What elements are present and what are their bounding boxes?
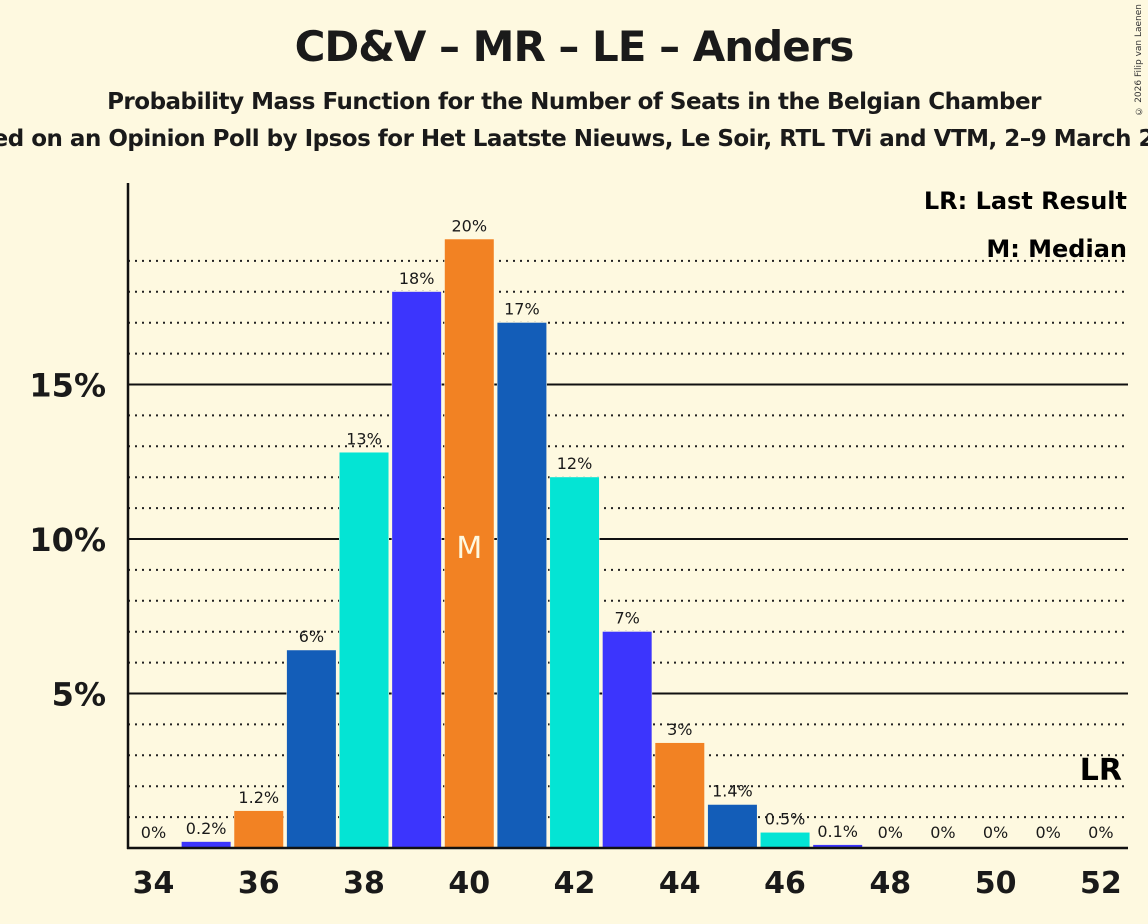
bar-value-label: 0.2% (186, 819, 227, 838)
bar-value-label: 18% (399, 269, 435, 288)
x-axis-labels: 34 36 38 40 42 44 46 48 50 52 (133, 866, 1122, 901)
x-tick-label: 48 (869, 866, 911, 901)
bar-value-label: 0.1% (817, 822, 858, 841)
bar-value-label: 17% (504, 300, 540, 319)
y-tick-label: 15% (29, 367, 106, 405)
bar-value-label: 1.4% (712, 782, 753, 801)
x-tick-label: 52 (1080, 866, 1122, 901)
bar-seat-42 (550, 477, 600, 848)
bar-value-label: 0.5% (765, 810, 806, 829)
bar-value-label: 0% (1036, 823, 1061, 842)
bar-value-label: 0% (141, 823, 166, 842)
bar-seat-39 (392, 291, 442, 848)
x-tick-label: 34 (133, 866, 175, 901)
bar-value-label: 0% (1088, 823, 1113, 842)
y-tick-label: 5% (52, 676, 106, 714)
bar-seat-37 (286, 650, 336, 848)
bar-value-label: 13% (346, 429, 382, 448)
legend-median: M: Median (986, 235, 1127, 263)
bar-value-label: 20% (451, 216, 487, 235)
x-tick-label: 38 (343, 866, 385, 901)
bar-seat-45 (707, 804, 757, 848)
axes (126, 183, 1128, 850)
bar-value-label: 0% (878, 823, 903, 842)
x-tick-label: 40 (448, 866, 490, 901)
bar-value-label: 12% (557, 454, 593, 473)
bar-seat-43 (602, 631, 652, 848)
bar-seat-46 (760, 832, 810, 848)
bar-value-label: 6% (299, 627, 324, 646)
median-marker: M (456, 531, 482, 566)
x-tick-label: 42 (554, 866, 596, 901)
bar-value-labels: 0% 0.2% 1.2% 6% 13% 18% 20% M 17% 12% 7% 3% 1.4% 0.5%… (141, 216, 1114, 842)
y-axis-labels: 5% 10% 15% (29, 367, 106, 714)
x-tick-label: 36 (238, 866, 280, 901)
last-result-marker: LR (1080, 753, 1122, 788)
x-tick-label: 50 (975, 866, 1017, 901)
bar-seat-35 (181, 841, 231, 848)
bar-seat-44 (655, 742, 705, 848)
bar-seat-38 (339, 452, 389, 848)
y-tick-label: 10% (29, 521, 106, 559)
x-tick-label: 46 (764, 866, 806, 901)
bar-seat-41 (497, 322, 547, 848)
x-tick-label: 44 (659, 866, 701, 901)
chart-title: CD&V – MR – LE – Anders (294, 22, 855, 71)
bar-value-label: 0% (983, 823, 1008, 842)
bar-value-label: 0% (930, 823, 955, 842)
bar-value-label: 7% (614, 609, 639, 628)
bars (181, 238, 863, 848)
chart-source: Based on an Opinion Poll by Ipsos for He… (0, 126, 1148, 152)
bar-seat-47 (813, 844, 863, 848)
bar-value-label: 3% (667, 720, 692, 739)
chart-subtitle: Probability Mass Function for the Number… (107, 89, 1041, 115)
bar-seat-40 (444, 239, 494, 848)
bar-value-label: 1.2% (238, 788, 279, 807)
gridlines (128, 259, 1128, 819)
legend-last-result: LR: Last Result (924, 187, 1127, 215)
bar-seat-36 (234, 810, 284, 848)
